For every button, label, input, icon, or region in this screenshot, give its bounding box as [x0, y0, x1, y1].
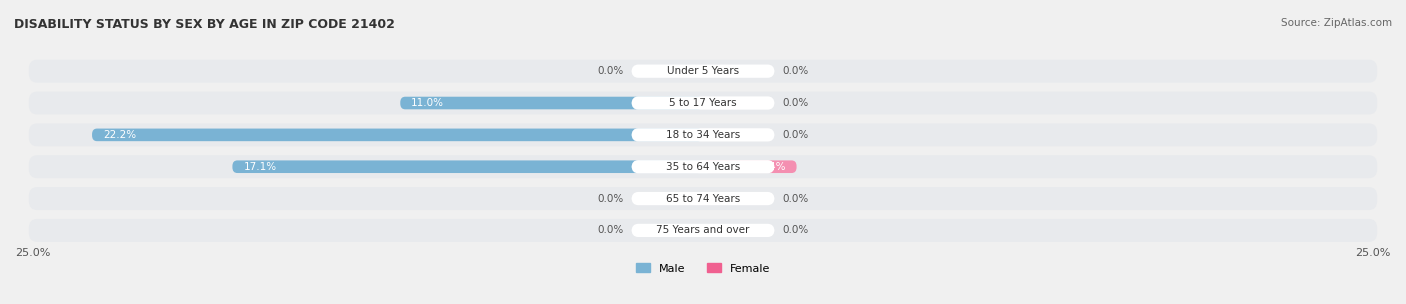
FancyBboxPatch shape	[28, 123, 1378, 146]
Text: 75 Years and over: 75 Years and over	[657, 226, 749, 235]
FancyBboxPatch shape	[703, 161, 797, 173]
Text: 22.2%: 22.2%	[103, 130, 136, 140]
Text: 25.0%: 25.0%	[1355, 248, 1391, 258]
FancyBboxPatch shape	[91, 129, 703, 141]
Text: 0.0%: 0.0%	[598, 66, 623, 76]
Text: 0.0%: 0.0%	[598, 194, 623, 204]
Text: 35 to 64 Years: 35 to 64 Years	[666, 162, 740, 172]
Text: 0.0%: 0.0%	[783, 226, 808, 235]
Text: 65 to 74 Years: 65 to 74 Years	[666, 194, 740, 204]
Text: 18 to 34 Years: 18 to 34 Years	[666, 130, 740, 140]
FancyBboxPatch shape	[28, 187, 1378, 210]
Text: 0.0%: 0.0%	[598, 226, 623, 235]
FancyBboxPatch shape	[631, 96, 775, 110]
FancyBboxPatch shape	[28, 155, 1378, 178]
Text: 0.0%: 0.0%	[783, 98, 808, 108]
Text: DISABILITY STATUS BY SEX BY AGE IN ZIP CODE 21402: DISABILITY STATUS BY SEX BY AGE IN ZIP C…	[14, 18, 395, 31]
FancyBboxPatch shape	[28, 92, 1378, 115]
Text: 17.1%: 17.1%	[243, 162, 277, 172]
FancyBboxPatch shape	[631, 160, 775, 173]
FancyBboxPatch shape	[631, 128, 775, 141]
Text: 0.0%: 0.0%	[783, 194, 808, 204]
FancyBboxPatch shape	[28, 219, 1378, 242]
Text: 0.0%: 0.0%	[783, 130, 808, 140]
Text: Under 5 Years: Under 5 Years	[666, 66, 740, 76]
Text: 25.0%: 25.0%	[15, 248, 51, 258]
Legend: Male, Female: Male, Female	[631, 259, 775, 278]
Text: Source: ZipAtlas.com: Source: ZipAtlas.com	[1281, 18, 1392, 28]
FancyBboxPatch shape	[631, 64, 775, 78]
FancyBboxPatch shape	[631, 192, 775, 205]
Text: 0.0%: 0.0%	[783, 66, 808, 76]
FancyBboxPatch shape	[232, 161, 703, 173]
Text: 11.0%: 11.0%	[412, 98, 444, 108]
Text: 3.4%: 3.4%	[759, 162, 786, 172]
Text: 5 to 17 Years: 5 to 17 Years	[669, 98, 737, 108]
FancyBboxPatch shape	[28, 60, 1378, 83]
FancyBboxPatch shape	[401, 97, 703, 109]
FancyBboxPatch shape	[631, 224, 775, 237]
